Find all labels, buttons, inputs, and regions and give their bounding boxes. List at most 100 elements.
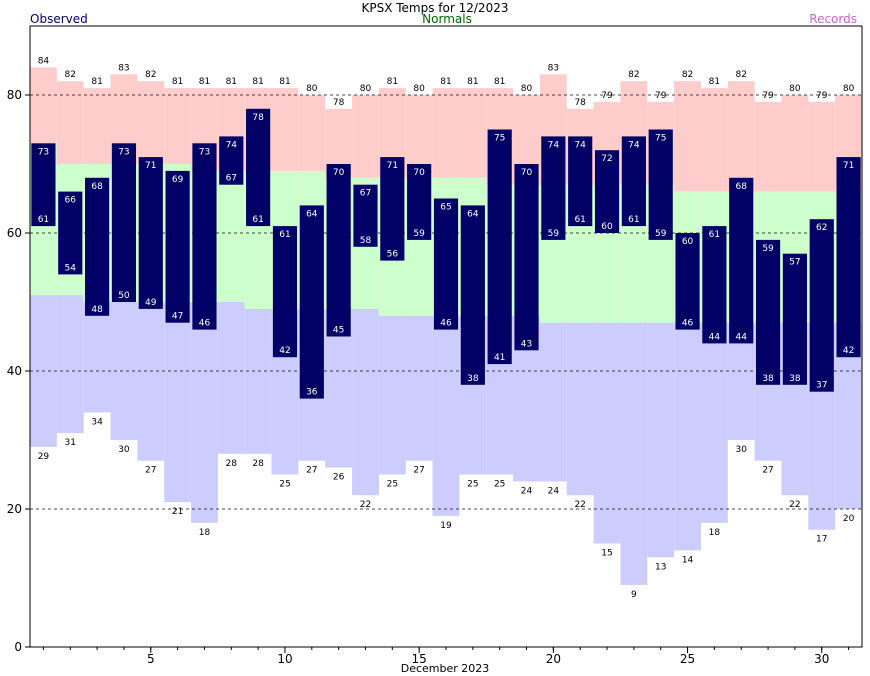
observed-low-label: 61 (38, 215, 49, 225)
record-low-band (700, 322, 728, 523)
observed-low-label: 46 (199, 319, 211, 329)
record-low-label: 14 (682, 555, 694, 565)
observed-low-label: 58 (360, 236, 372, 246)
observed-low-label: 42 (279, 346, 290, 356)
axes: 0 20 40 60 80 5 10 15 20 25 30 (7, 25, 863, 666)
normal-range-band (217, 170, 245, 302)
observed-bar (675, 233, 700, 330)
observed-high-label: 59 (762, 244, 774, 254)
record-low-label: 30 (735, 445, 747, 455)
record-low-label: 22 (360, 500, 371, 510)
observed-low-label: 42 (843, 346, 854, 356)
observed-bar (487, 129, 512, 365)
observed-low-label: 59 (548, 229, 560, 239)
record-low-label: 29 (38, 452, 50, 462)
observed-bar (702, 226, 727, 344)
record-low-label: 27 (306, 466, 317, 476)
observed-low-label: 49 (145, 298, 157, 308)
record-low-label: 17 (816, 535, 827, 545)
record-high-band (674, 81, 701, 192)
x-tick-label: 30 (814, 652, 829, 666)
observed-bar (326, 164, 351, 337)
observed-bar (433, 198, 459, 330)
observed-high-label: 64 (467, 209, 479, 219)
record-low-label: 22 (789, 500, 800, 510)
observed-bar (729, 177, 754, 344)
observed-bar (246, 108, 271, 227)
observed-low-label: 61 (628, 215, 639, 225)
record-low-label: 30 (118, 445, 130, 455)
record-low-label: 28 (226, 459, 238, 469)
observed-high-label: 68 (735, 182, 747, 192)
record-high-band (754, 101, 782, 192)
record-high-label: 81 (494, 77, 505, 87)
observed-bar (621, 136, 646, 227)
record-high-label: 80 (843, 84, 855, 94)
record-low-band (566, 322, 594, 496)
x-tick-label: 10 (277, 652, 292, 666)
record-low-label: 19 (440, 521, 452, 531)
record-high-band (352, 95, 379, 178)
record-low-band (674, 322, 701, 551)
observed-bar (755, 239, 781, 385)
y-tick-label: 20 (7, 502, 22, 516)
record-high-label: 79 (816, 91, 828, 101)
record-low-band (647, 322, 675, 558)
record-high-band (727, 81, 755, 192)
observed-low-label: 44 (735, 332, 747, 342)
record-high-label: 80 (789, 84, 801, 94)
record-low-label: 24 (548, 486, 560, 496)
record-low-band (620, 322, 648, 585)
record-high-label: 82 (682, 70, 693, 80)
record-high-label: 81 (252, 77, 263, 87)
record-low-label: 18 (709, 528, 721, 538)
observed-low-label: 46 (440, 319, 452, 329)
chart-title: KPSX Temps for 12/2023 (362, 1, 509, 15)
record-high-label: 79 (655, 91, 667, 101)
observed-high-label: 72 (601, 154, 612, 164)
legend-records: Records (809, 12, 857, 26)
observed-bar (541, 136, 566, 240)
x-tick-label: 25 (680, 652, 695, 666)
data-labels: 73 61 84 29 66 54 82 31 68 48 81 34 73 50 83 30 71 49 82 27… (38, 56, 855, 600)
observed-bar (407, 164, 432, 240)
observed-high-label: 66 (65, 196, 77, 206)
record-low-label: 27 (413, 466, 424, 476)
record-high-label: 79 (601, 91, 613, 101)
observed-high-label: 73 (38, 147, 49, 157)
observed-high-label: 78 (252, 113, 264, 123)
observed-low-label: 61 (574, 215, 585, 225)
record-low-label: 9 (631, 590, 637, 600)
record-high-label: 78 (333, 98, 345, 108)
record-high-label: 81 (279, 77, 290, 87)
record-low-band (593, 322, 621, 544)
observed-high-label: 70 (521, 168, 533, 178)
record-high-band (30, 67, 57, 144)
record-high-label: 81 (226, 77, 237, 87)
observed-low-label: 37 (816, 381, 827, 391)
observed-high-label: 73 (118, 147, 129, 157)
observed-high-label: 71 (843, 161, 854, 171)
observed-bar (165, 170, 190, 323)
legend-normals: Normals (422, 12, 472, 26)
x-tick-label: 15 (412, 652, 427, 666)
observed-low-label: 36 (306, 388, 318, 398)
record-low-band (83, 302, 111, 413)
record-low-label: 31 (65, 438, 76, 448)
record-high-band (298, 95, 326, 171)
record-high-band (432, 88, 460, 178)
observed-bar (809, 219, 834, 392)
record-low-band (378, 315, 406, 475)
observed-low-label: 61 (252, 215, 263, 225)
record-high-band (271, 88, 299, 171)
record-high-label: 81 (387, 77, 398, 87)
observed-bar (219, 136, 244, 185)
record-high-band (83, 88, 111, 164)
record-low-label: 22 (574, 500, 585, 510)
record-high-label: 80 (306, 84, 318, 94)
record-high-label: 82 (735, 70, 746, 80)
legend-observed: Observed (30, 12, 88, 26)
y-tick-label: 60 (7, 226, 22, 240)
record-low-band (432, 315, 460, 516)
record-high-label: 84 (38, 56, 50, 66)
